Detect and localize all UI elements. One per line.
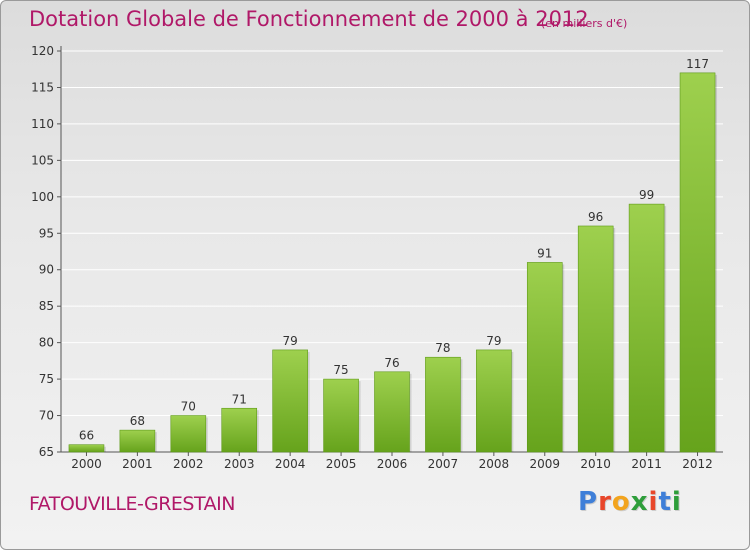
bar [628, 203, 665, 453]
bar [68, 444, 105, 453]
bar [170, 415, 207, 453]
logo-letter: i [648, 487, 659, 517]
bar-value-label: 70 [181, 400, 196, 414]
y-tick-label: 85 [39, 299, 54, 313]
y-tick-label: 105 [31, 153, 54, 167]
commune-name: FATOUVILLE-GRESTAIN [29, 493, 235, 515]
bar-value-label: 68 [130, 414, 145, 428]
data-labels: 66 68 70 71 79 75 76 78 79 91 96 99 117 [79, 57, 709, 443]
bar [526, 262, 563, 453]
y-tick-label: 65 [39, 445, 54, 459]
x-tick-label: 2004 [275, 457, 306, 471]
logo-letter: o [611, 487, 631, 517]
logo-letter: x [630, 487, 649, 517]
y-tick-label: 115 [31, 80, 54, 94]
x-tick-label: 2009 [529, 457, 560, 471]
bar-value-label: 66 [79, 429, 94, 443]
y-tick-label: 100 [31, 190, 54, 204]
bar-value-label: 117 [686, 57, 709, 71]
bar [119, 429, 156, 453]
x-tick-label: 2011 [631, 457, 662, 471]
x-tick-label: 2010 [580, 457, 611, 471]
x-tick-label: 2003 [224, 457, 255, 471]
bar-value-label: 91 [537, 246, 552, 260]
logo-letter: P [578, 487, 599, 517]
y-tick-label: 95 [39, 226, 54, 240]
bar [577, 225, 614, 453]
bar-value-label: 79 [486, 334, 501, 348]
proxiti-logo[interactable]: Proxiti [578, 487, 682, 517]
logo-letter: t [658, 487, 672, 517]
y-tick-label: 80 [39, 336, 54, 350]
x-tick-label: 2006 [377, 457, 408, 471]
logo-letter: r [598, 487, 612, 517]
x-tick-label: 2000 [71, 457, 102, 471]
bar-value-label: 71 [232, 392, 247, 406]
y-tick-label: 75 [39, 372, 54, 386]
chart-title: Dotation Globale de Fonctionnement de 20… [29, 7, 589, 31]
x-tick-label: 2008 [479, 457, 510, 471]
bar [272, 349, 308, 453]
logo-letter: i [671, 487, 682, 517]
bar [374, 371, 410, 453]
y-tick-label: 110 [31, 117, 54, 131]
bars [68, 72, 718, 453]
y-tick-label: 120 [31, 44, 54, 58]
x-tick-label: 2005 [326, 457, 357, 471]
x-tick-label: 2007 [428, 457, 459, 471]
bar-value-label: 76 [384, 356, 399, 370]
x-tick-label: 2001 [122, 457, 153, 471]
bar [476, 349, 512, 453]
bar-value-label: 99 [639, 188, 654, 202]
bar [425, 356, 461, 453]
x-tick-label: 2002 [173, 457, 204, 471]
x-tick-label: 2012 [682, 457, 713, 471]
bar [221, 407, 258, 453]
y-tick-label: 70 [39, 409, 54, 423]
bar-value-label: 78 [435, 341, 450, 355]
bar-value-label: 79 [283, 334, 298, 348]
bar [679, 72, 716, 453]
y-tick-label: 90 [39, 263, 54, 277]
chart-subtitle: (en milliers d'€) [541, 17, 628, 30]
bar-value-label: 96 [588, 210, 603, 224]
bar-value-label: 75 [333, 363, 348, 377]
bar [323, 378, 359, 453]
